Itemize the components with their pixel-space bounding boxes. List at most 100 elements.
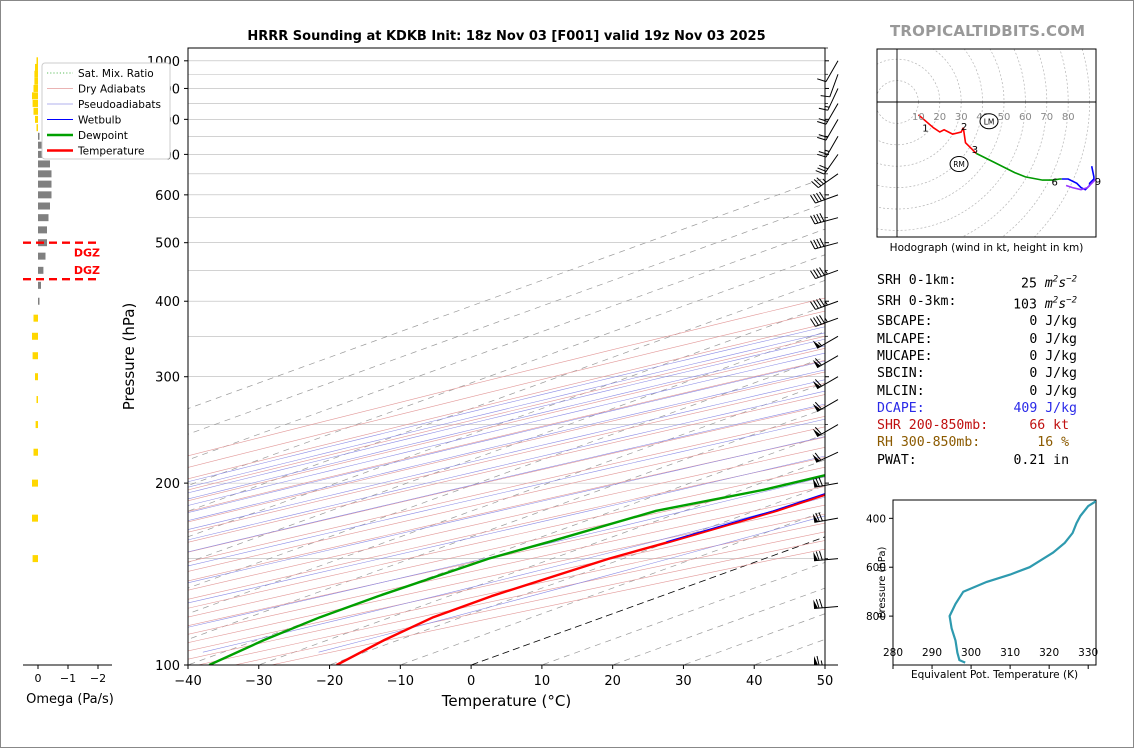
hodograph-frame	[876, 48, 1097, 238]
omega-bar-ascent	[33, 84, 38, 92]
stat-row: PWAT: 0.21 in	[877, 452, 1077, 469]
wind-barb	[812, 424, 839, 437]
barb-shaft	[815, 194, 839, 204]
isotherm	[188, 203, 825, 435]
barb-half-flag	[824, 300, 828, 306]
isotherm	[188, 305, 825, 538]
omega-panel: 0 −1 −2 Omega (Pa/s) DGZ DGZ	[23, 57, 114, 707]
x-tick-label: 50	[817, 674, 834, 689]
barb-flag	[818, 107, 828, 111]
hodograph-trace	[917, 114, 965, 135]
barb-flag	[816, 213, 822, 223]
x-tick-label: 40	[746, 674, 763, 689]
barb-flag	[817, 78, 827, 83]
wind-barb	[810, 238, 839, 250]
hodograph-trace	[962, 127, 977, 154]
wind-barb	[817, 136, 839, 158]
barb-flag	[816, 316, 822, 325]
barb-flag	[818, 151, 828, 155]
isotherm	[188, 254, 825, 486]
barb-flag	[814, 379, 822, 387]
omega-bar-descent	[38, 132, 40, 140]
barb-pennant	[812, 454, 820, 463]
theta-e-x-tick-label: 300	[961, 647, 981, 659]
x-tick-label: −40	[174, 674, 201, 689]
omega-bar-ascent	[32, 555, 38, 563]
barb-flag	[817, 120, 827, 125]
wind-barb	[817, 103, 839, 125]
stat-value: 25 m2s−2	[1021, 275, 1077, 292]
storm-motion-label: LM	[984, 117, 995, 126]
stat-value: 0 J/kg	[1029, 331, 1077, 347]
legend-box	[41, 62, 171, 160]
barb-flag	[819, 551, 823, 561]
isotherm	[188, 280, 825, 512]
barb-flag	[815, 170, 825, 175]
pseudoadiabat	[188, 369, 825, 521]
stat-label: MLCAPE:	[877, 331, 933, 347]
pseudoadiabat	[188, 390, 825, 541]
wind-barb	[810, 212, 839, 225]
barb-half-flag	[820, 660, 823, 666]
hodograph-ring-label: 30	[955, 112, 968, 123]
pseudoadiabat	[188, 332, 825, 488]
barb-flag	[810, 240, 816, 250]
wind-barb	[812, 477, 839, 488]
stat-row: SBCIN: 0 J/kg	[877, 365, 1077, 382]
barb-flag	[817, 136, 827, 141]
stat-unit: m2s−2	[1044, 295, 1077, 313]
theta-e-x-tick-label: 310	[1000, 647, 1020, 659]
stat-value: 0 J/kg	[1029, 366, 1077, 382]
omega-bar-ascent	[35, 63, 38, 71]
barb-flag	[813, 269, 819, 278]
pseudoadiabat	[188, 418, 825, 567]
barb-flag	[819, 267, 825, 276]
barb-flag	[810, 318, 816, 327]
series-temperature	[336, 493, 825, 665]
stat-value: 0.21 in	[1013, 452, 1077, 468]
omega-bar-descent	[38, 297, 40, 305]
wind-barb	[815, 154, 839, 175]
y-tick-label: 600	[155, 189, 180, 204]
dry-adiabat	[188, 297, 825, 457]
legend-label: Temperature	[77, 146, 145, 158]
barb-pennant	[812, 340, 821, 349]
theta-e-line	[948, 500, 1096, 664]
stat-label: SRH 0-1km:	[877, 273, 957, 288]
isotherm	[188, 382, 825, 615]
barb-half-flag	[824, 105, 830, 108]
barb-pennant	[812, 478, 819, 488]
barb-flag	[816, 655, 820, 666]
wind-barb	[820, 74, 839, 98]
storm-motion-marker	[979, 113, 999, 130]
omega-bar-descent	[38, 202, 50, 210]
barb-half-flag	[824, 149, 830, 153]
pseudoadiabat	[188, 403, 825, 553]
hodograph-caption: Hodograph (wind in kt, height in km)	[890, 242, 1084, 254]
stat-row: MLCAPE: 0 J/kg	[877, 331, 1077, 348]
barb-flag	[818, 118, 828, 122]
y-tick-label: 500	[155, 237, 180, 252]
legend-label: Wetbulb	[78, 115, 122, 127]
barb-flag	[815, 477, 820, 487]
barb-flag	[816, 177, 824, 185]
hodograph-height-label: 6	[1051, 177, 1057, 188]
barb-pennant	[813, 599, 819, 609]
legend-label: Dry Adiabats	[78, 84, 146, 96]
barb-half-flag	[824, 317, 828, 323]
stat-row: SRH 0-1km: 25 m2s−2	[877, 272, 1077, 293]
wind-barb	[812, 399, 839, 412]
isotherm	[188, 433, 825, 665]
pseudoadiabat	[188, 345, 825, 500]
skewt-title: HRRR Sounding at KDKB Init: 18z Nov 03 […	[247, 29, 765, 44]
wind-barb	[812, 376, 839, 390]
x-tick-label: 0	[467, 674, 475, 689]
wind-barb	[810, 298, 839, 310]
isotherm	[188, 356, 825, 589]
omega-bar-ascent	[32, 514, 38, 522]
stat-row: MLCIN: 0 J/kg	[877, 383, 1077, 400]
omega-bar-descent	[38, 141, 44, 149]
wind-barb	[812, 335, 839, 349]
stat-label: MUCAPE:	[877, 348, 933, 364]
